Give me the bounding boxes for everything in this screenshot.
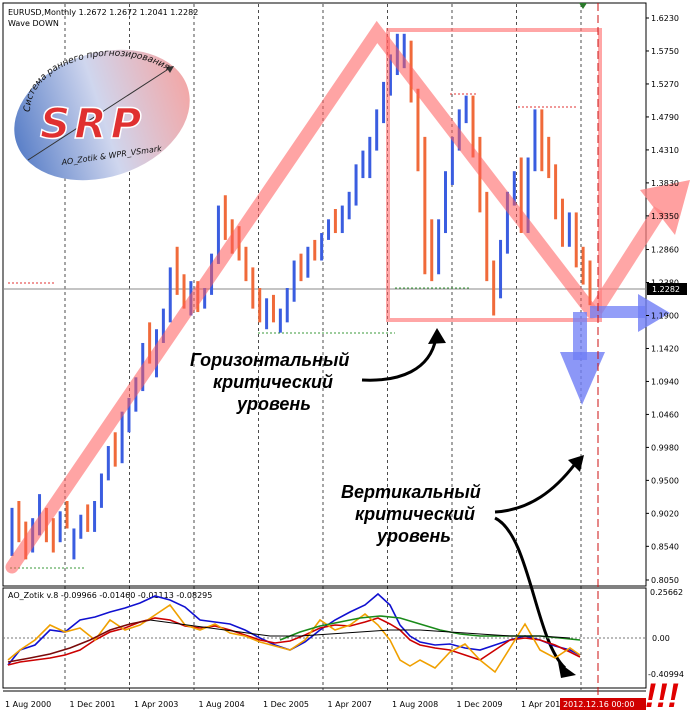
price-tick-label: 1.4310 xyxy=(651,146,679,155)
osc-darkred-line xyxy=(7,619,151,663)
price-tick-label: 1.6230 xyxy=(651,14,679,23)
horizontal-annotation-line2: критический xyxy=(213,372,333,392)
price-tick-label: 1.2860 xyxy=(651,246,679,255)
vertical-level-annotation: Вертикальный критический уровень xyxy=(341,455,584,678)
vertical-annotation-line3: уровень xyxy=(376,526,451,546)
time-tick-label: 1 Apr 201 xyxy=(521,700,560,709)
forecast-arrow-up xyxy=(590,180,690,314)
current-price-tag xyxy=(647,283,687,295)
oscillator-lines xyxy=(7,592,581,674)
time-tag-label: 2012.12.16 00:00 xyxy=(563,700,634,709)
osc-tick-bot: -0.40994 xyxy=(648,670,684,679)
price-tick-label: 1.4790 xyxy=(651,113,679,122)
time-tick-label: 1 Aug 2004 xyxy=(199,700,245,709)
price-axis: 1.6230 1.5750 1.5270 1.4790 1.4310 1.3830 1.33… xyxy=(646,14,679,585)
price-tick-label: 1.5750 xyxy=(651,47,679,56)
price-tick-label: 1.3830 xyxy=(651,179,679,188)
osc-red-line xyxy=(7,617,581,666)
trend-lines xyxy=(5,20,599,574)
price-tick-label: 0.8540 xyxy=(651,542,679,551)
horizontal-annotation-line1: Горизонтальный xyxy=(190,350,349,370)
down-triangle-icon xyxy=(579,3,587,9)
exclaim-marks: !!! xyxy=(645,677,679,715)
price-tick-label: 1.1420 xyxy=(651,344,679,353)
support-level-lines xyxy=(10,287,470,569)
osc-tick-mid: 0.00 xyxy=(652,634,670,643)
symbol-line: EURUSD,Monthly 1.2672 1.2672 1.2041 1.22… xyxy=(8,8,198,17)
price-tick-label: 0.9020 xyxy=(651,509,679,518)
osc-blue-line xyxy=(7,592,581,666)
oscillator-label: AO_Zotik v.8 -0.09966 -0.01460 -0.01113 … xyxy=(8,591,212,600)
time-tick-label: 1 Apr 2003 xyxy=(134,700,178,709)
osc-tick-top: 0.25662 xyxy=(650,588,683,597)
forecast-arrow-right xyxy=(590,294,670,332)
time-tick-label: 1 Aug 2008 xyxy=(392,700,438,709)
consolidation-box xyxy=(386,28,602,322)
logo-big-text: SRP xyxy=(40,99,145,148)
time-tag xyxy=(560,698,646,710)
price-tick-label: 1.5270 xyxy=(651,80,679,89)
price-tick-label: 0.9980 xyxy=(651,443,679,452)
time-axis: 1 Aug 2000 1 Dec 2001 1 Apr 2003 1 Aug 2004… xyxy=(5,700,560,709)
price-tick-label: 0.9500 xyxy=(651,476,679,485)
osc-orange-line xyxy=(7,603,581,674)
time-tick-label: 1 Dec 2009 xyxy=(457,700,503,709)
horizontal-level-annotation: Горизонтальный критический уровень xyxy=(190,328,446,414)
time-tick-label: 1 Dec 2005 xyxy=(263,700,309,709)
forecast-arrow-down xyxy=(560,312,605,405)
time-tick-label: 1 Aug 2000 xyxy=(5,700,51,709)
time-tick-label: 1 Dec 2001 xyxy=(70,700,116,709)
price-tick-label: 1.1900 xyxy=(651,311,679,320)
horizontal-annotation-line3: уровень xyxy=(236,394,311,414)
osc-black-line xyxy=(149,619,571,639)
time-tick-label: 1 Apr 2007 xyxy=(328,700,372,709)
price-tick-label: 0.8050 xyxy=(651,576,679,585)
price-tick-label: 1.3350 xyxy=(651,212,679,221)
vertical-annotation-line2: критический xyxy=(355,504,475,524)
price-tick-label: 1.0460 xyxy=(651,410,679,419)
vertical-annotation-line1: Вертикальный xyxy=(341,482,481,502)
resistance-level-lines xyxy=(8,93,578,284)
current-price-label: 1.2282 xyxy=(652,285,680,294)
wave-line: Wave DOWN xyxy=(8,19,59,28)
price-tick-label: 1.0940 xyxy=(651,377,679,386)
